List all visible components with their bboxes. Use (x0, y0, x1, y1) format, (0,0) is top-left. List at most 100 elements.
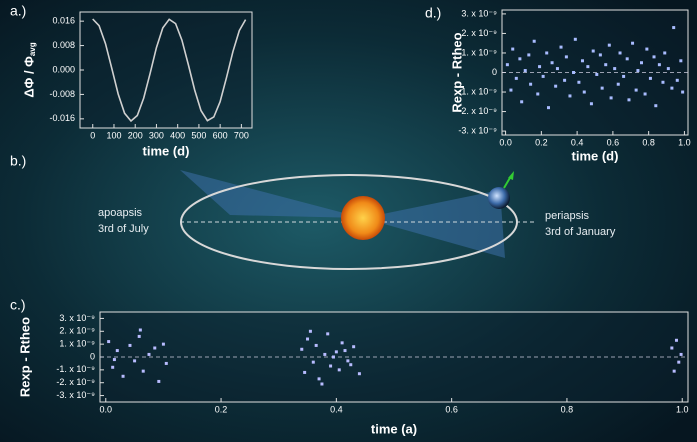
point (676, 79, 679, 82)
point (318, 377, 321, 380)
point (586, 65, 589, 68)
point (572, 71, 575, 74)
point (323, 353, 326, 356)
point (635, 89, 638, 92)
periapsis-date: 3rd of January (545, 226, 616, 238)
point (303, 371, 306, 374)
point (672, 26, 675, 29)
point (346, 359, 349, 362)
point (107, 340, 110, 343)
point (556, 67, 559, 70)
periapsis-label: periapsis (545, 210, 590, 222)
x-tick-label: 400 (170, 130, 185, 140)
x-axis-label: time (d) (572, 148, 619, 163)
x-tick-label: 0.4 (571, 137, 584, 147)
point (142, 370, 145, 373)
y-tick-label: -2. x 10⁻⁹ (56, 377, 95, 387)
point (604, 63, 607, 66)
point (554, 85, 557, 88)
point (527, 53, 530, 56)
point (565, 55, 568, 58)
y-tick-label: 0.008 (52, 40, 75, 50)
point (309, 330, 312, 333)
point (332, 356, 335, 359)
x-tick-label: 0.0 (499, 137, 512, 147)
point (644, 92, 647, 95)
point (626, 57, 629, 60)
x-tick-label: 200 (128, 130, 143, 140)
y-axis-label: Rexp - Rtheo (449, 32, 464, 112)
point (162, 343, 165, 346)
point (617, 83, 620, 86)
point (306, 338, 309, 341)
x-tick-label: 0.2 (215, 404, 228, 414)
point (352, 345, 355, 348)
x-tick-label: 0.0 (100, 404, 113, 414)
point (545, 51, 548, 54)
point (608, 44, 611, 47)
point (670, 87, 673, 90)
x-axis-label: time (a) (371, 421, 417, 436)
point (315, 344, 318, 347)
point (524, 69, 527, 72)
panel-label: a.) (10, 3, 26, 19)
y-tick-label: -3. x 10⁻⁹ (56, 390, 95, 400)
point (673, 370, 676, 373)
point (649, 77, 652, 80)
point (680, 353, 683, 356)
x-tick-label: 0.6 (445, 404, 458, 414)
point (599, 53, 602, 56)
x-tick-label: 0.2 (535, 137, 548, 147)
panel-label: c.) (10, 297, 26, 313)
y-tick-label: 3. x 10⁻⁹ (461, 8, 497, 18)
point (536, 92, 539, 95)
point (645, 48, 648, 51)
point (538, 65, 541, 68)
y-tick-label: 3. x 10⁻⁹ (59, 313, 95, 323)
y-tick-label: 0 (90, 351, 95, 361)
point (138, 335, 141, 338)
point (157, 380, 160, 383)
x-tick-label: 0.4 (330, 404, 343, 414)
point (681, 91, 684, 94)
point (335, 350, 338, 353)
x-tick-label: 300 (149, 130, 164, 140)
point (636, 69, 639, 72)
point (341, 341, 344, 344)
figure: a.)01002003004005006007000.0160.0080.000… (0, 0, 697, 442)
point (640, 61, 643, 64)
y-tick-label: 2. x 10⁻⁹ (461, 28, 497, 38)
earth (488, 187, 510, 209)
x-tick-label: 700 (234, 130, 249, 140)
point (595, 73, 598, 76)
point (677, 361, 680, 364)
point (344, 349, 347, 352)
point (506, 63, 509, 66)
point (627, 98, 630, 101)
point (520, 100, 523, 103)
point (551, 61, 554, 64)
point (631, 42, 634, 45)
y-tick-label: 0.000 (52, 64, 75, 74)
panel-label: d.) (425, 5, 441, 21)
plot-area (80, 12, 252, 128)
point (139, 329, 142, 332)
point (133, 359, 136, 362)
point (515, 77, 518, 80)
point (326, 332, 329, 335)
point (613, 67, 616, 70)
point (667, 67, 670, 70)
point (111, 366, 114, 369)
point (518, 57, 521, 60)
point (329, 365, 332, 368)
point (663, 51, 666, 54)
y-axis-label-sub: avg (28, 42, 37, 56)
sun (341, 196, 385, 240)
point (529, 83, 532, 86)
x-tick-label: 500 (191, 130, 206, 140)
y-tick-label: 0 (492, 67, 497, 77)
point (122, 375, 125, 378)
y-tick-label: 1. x 10⁻⁹ (59, 339, 95, 349)
x-axis-label: time (d) (143, 143, 190, 158)
point (590, 102, 593, 105)
